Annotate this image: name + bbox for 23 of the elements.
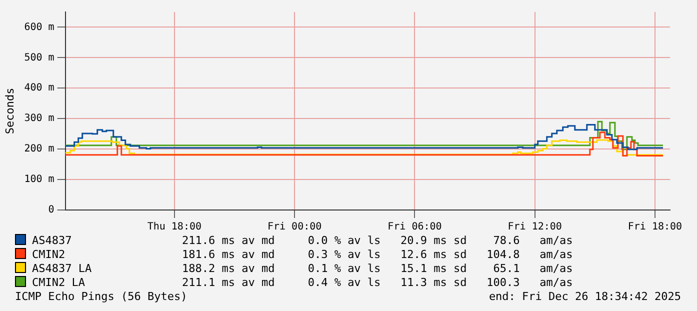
y-tick-label: 0 <box>48 204 54 216</box>
y-axis-title: Seconds <box>3 88 16 134</box>
y-tick-label: 300 m <box>24 113 54 124</box>
y-tick-label: 100 m <box>24 174 54 186</box>
text: 181.6 ms av md 0.3 % av ls 12.6 ms sd 104.8 am/as <box>182 248 573 261</box>
legend-label: AS4837 LA <box>32 262 93 276</box>
x-tick-label: Fri 12:00 <box>508 222 562 233</box>
text: end: Fri Dec 26 18:34:42 2025 <box>488 290 681 303</box>
x-tick-label: Fri 06:00 <box>388 222 442 233</box>
x-tick-label: Fri 18:00 <box>628 222 682 233</box>
y-tick-label: 400 m <box>24 82 54 94</box>
text: ICMP Echo Pings (56 Bytes) <box>15 290 188 303</box>
x-tick-label: Fri 00:00 <box>267 222 322 233</box>
text: 211.1 ms av md 0.4 % av ls 11.3 ms sd 100.3 am/as <box>182 276 573 289</box>
text: 211.6 ms av md 0.0 % av ls 20.9 ms sd 78.6 am/as <box>182 234 573 247</box>
x-tick-label: Thu 18:00 <box>147 222 202 233</box>
legend-label: CMIN2 <box>32 248 66 262</box>
y-tick-label: 200 m <box>24 144 54 155</box>
text: 188.2 ms av md 0.1 % av ls 15.1 ms sd 65.1 am/as <box>182 262 573 275</box>
legend-label: CMIN2 LA <box>32 276 86 290</box>
legend-label: AS4837 <box>32 234 73 248</box>
y-tick-label: 600 m <box>24 22 54 33</box>
y-tick-label: 500 m <box>24 52 54 64</box>
